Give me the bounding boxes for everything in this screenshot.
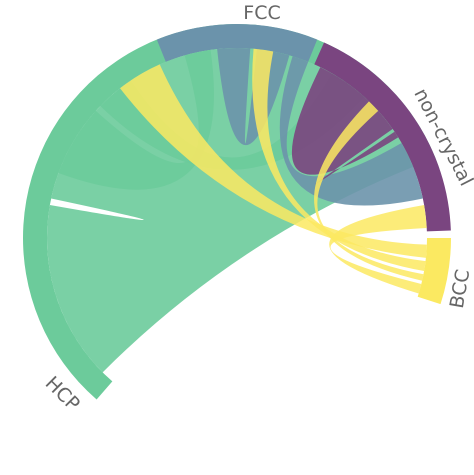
arc-hcp — [22, 23, 440, 400]
ribbon-hcp-fcc — [58, 49, 214, 190]
group-label-bcc: BCC — [446, 268, 474, 310]
ribbon-bcc-fcc — [252, 48, 426, 271]
group-label-fcc: FCC — [243, 2, 280, 24]
arc-non-crystal — [314, 42, 451, 232]
arc-fcc — [156, 24, 318, 62]
ribbon-bcc-hcp — [120, 64, 427, 258]
arc-bcc — [417, 238, 451, 305]
ribbon-non-crystal-non-crystal — [291, 67, 399, 185]
group-arcs — [22, 23, 451, 400]
ribbon-fcc-non-crystal — [279, 56, 423, 206]
ribbons — [47, 47, 427, 373]
ribbon-bcc-non-crystal — [314, 101, 424, 281]
ribbon-bcc-bcc — [329, 205, 427, 294]
